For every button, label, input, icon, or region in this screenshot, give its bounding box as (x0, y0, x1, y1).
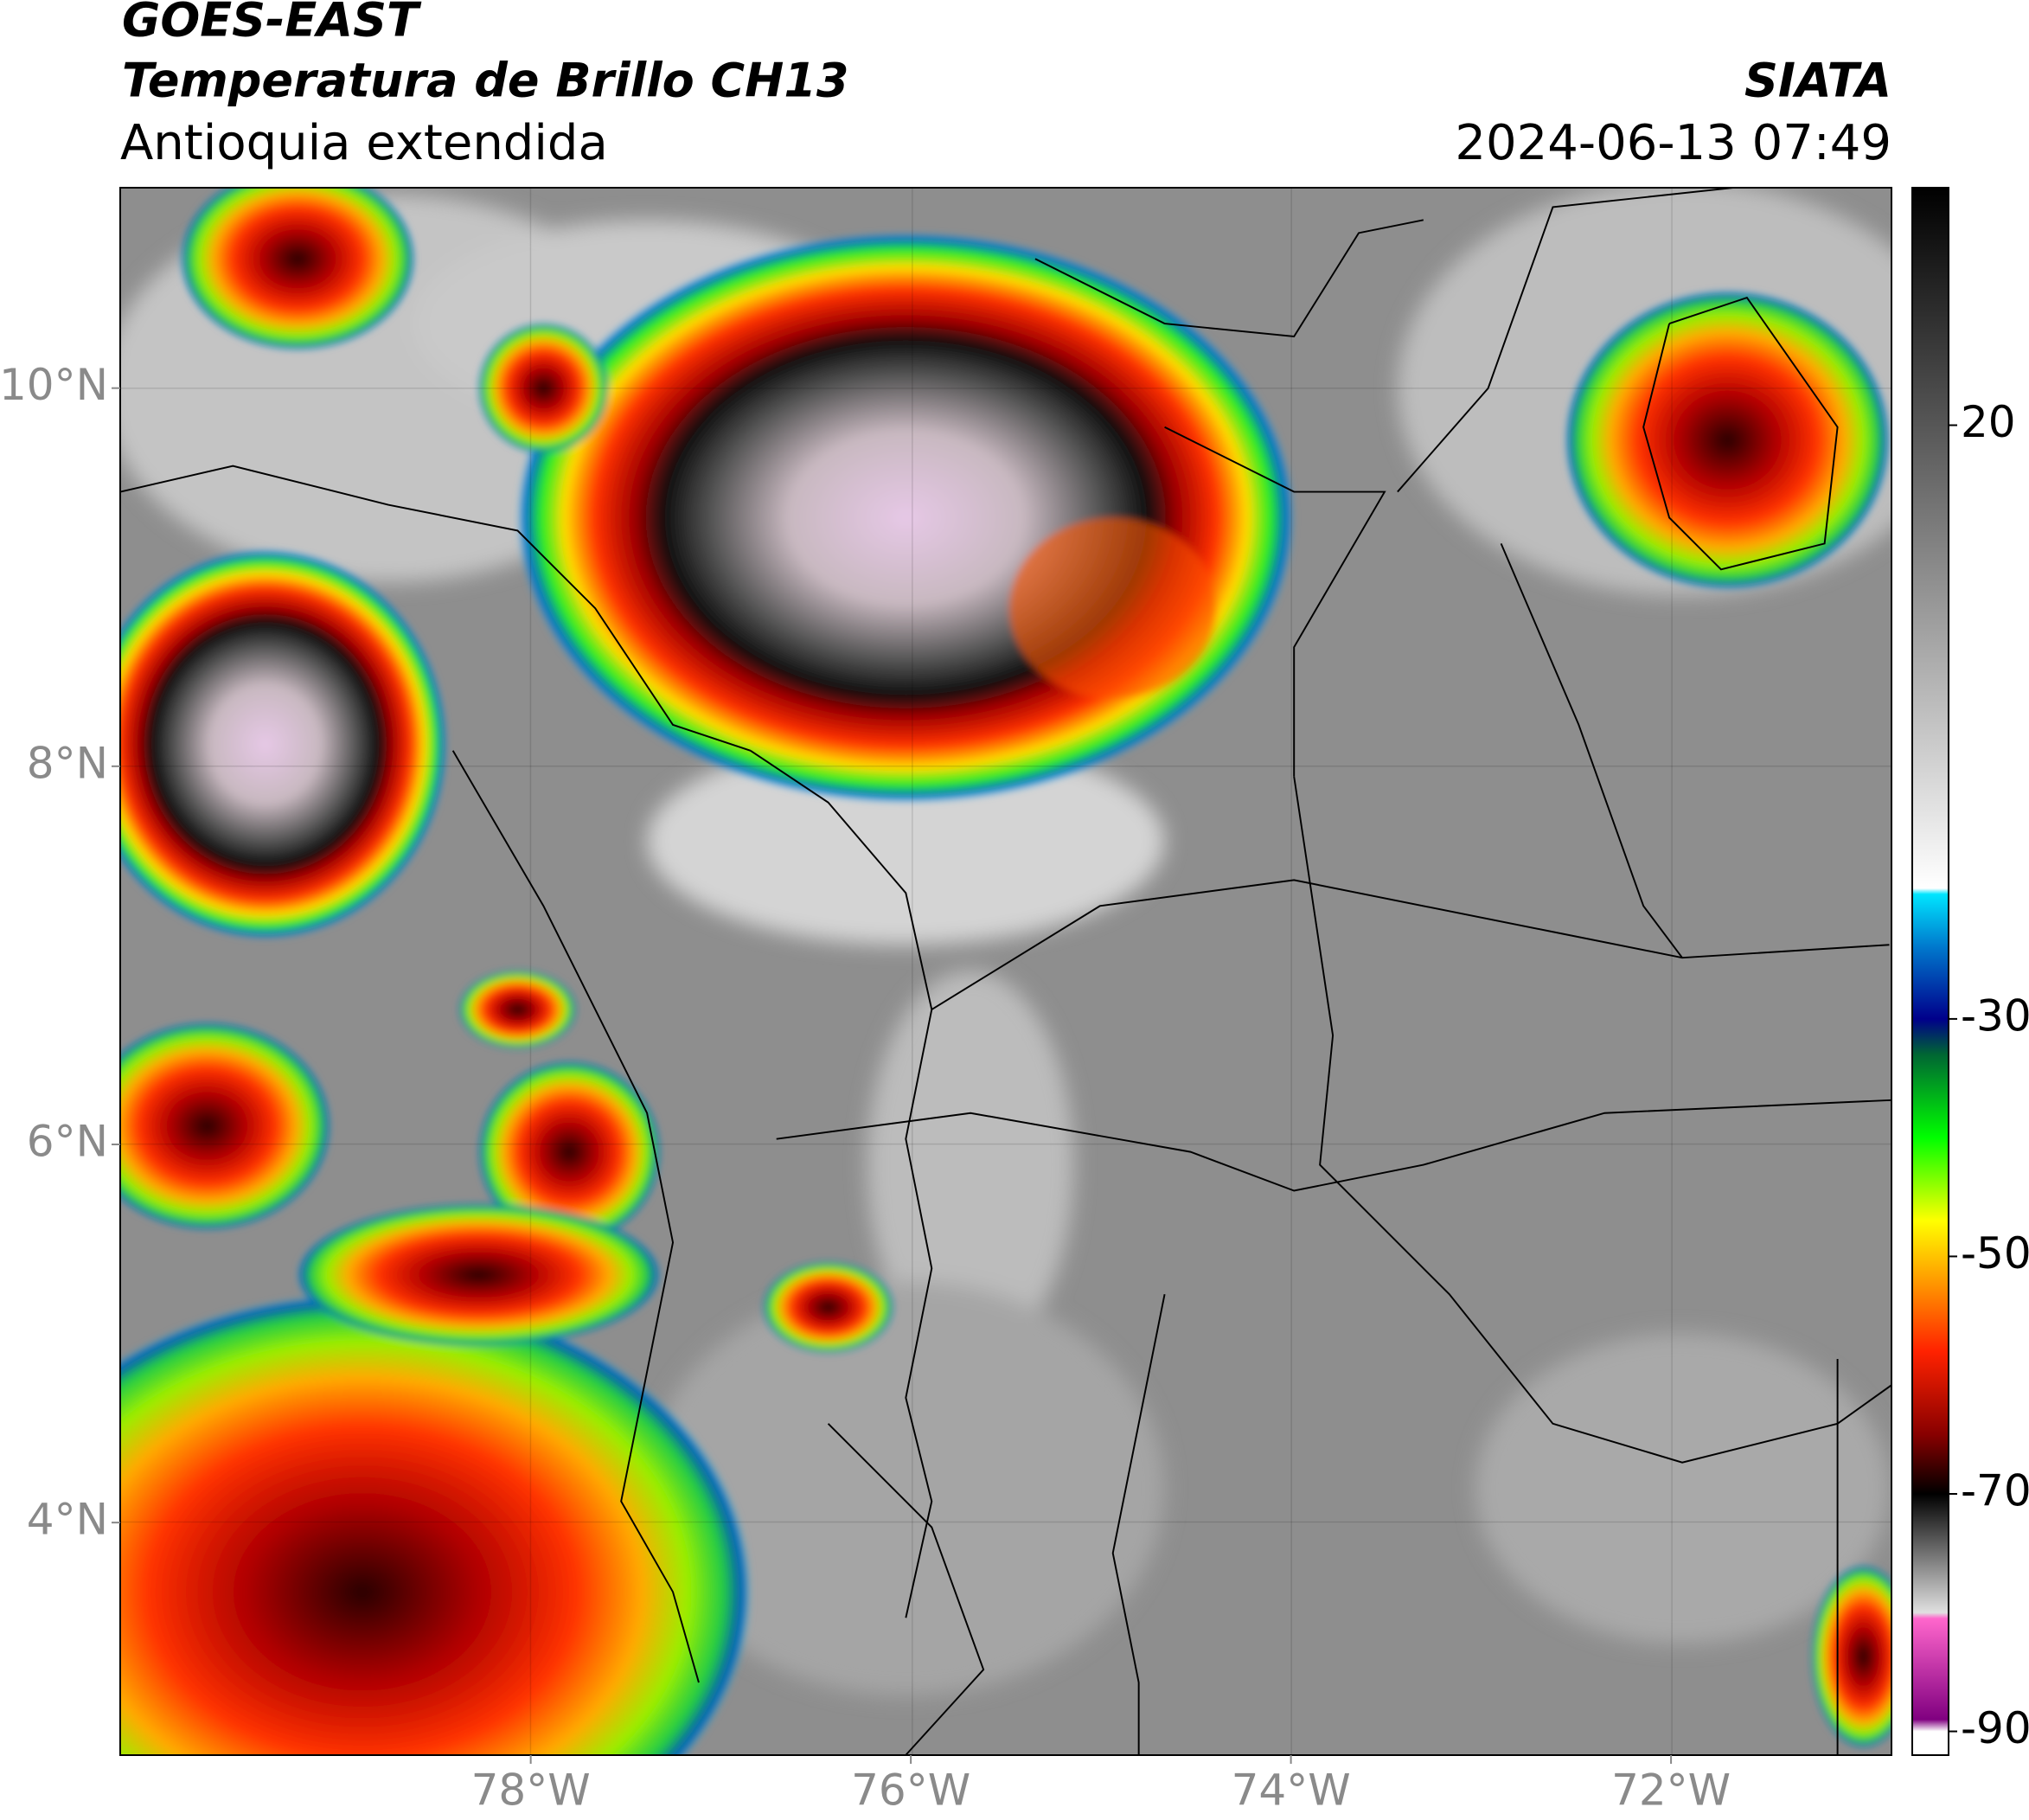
lat-tick-label: 6°N (27, 1116, 108, 1166)
lat-tick-label: 10°N (0, 360, 108, 410)
lon-tick-label: 74°W (1232, 1766, 1351, 1816)
colorbar-tick-label: 20 (1961, 397, 2016, 447)
colorbar-tick-label: -30 (1961, 990, 2029, 1041)
lon-tick-label: 78°W (471, 1766, 591, 1816)
colorbar-tick-label: -50 (1961, 1228, 2029, 1278)
satellite-image (120, 188, 1891, 1755)
colorbar-tick-label: -90 (1961, 1703, 2029, 1753)
lon-tick-label: 76°W (851, 1766, 970, 1816)
source: SIATA (1744, 54, 1891, 108)
datetime: 2024-06-13 07:49 (1455, 115, 1891, 171)
lat-tick-label: 4°N (27, 1495, 108, 1545)
colorbar-tick-label: -70 (1961, 1466, 2029, 1516)
lon-tick-label: 72°W (1611, 1766, 1731, 1816)
subtitle: Temperatura de Brillo CH13 (122, 54, 849, 108)
map-frame (119, 187, 1892, 1756)
lat-tick-label: 8°N (27, 738, 108, 788)
region: Antioquia extendida (120, 115, 608, 171)
title: GOES-EAST (122, 0, 422, 48)
colorbar (1911, 187, 1949, 1756)
